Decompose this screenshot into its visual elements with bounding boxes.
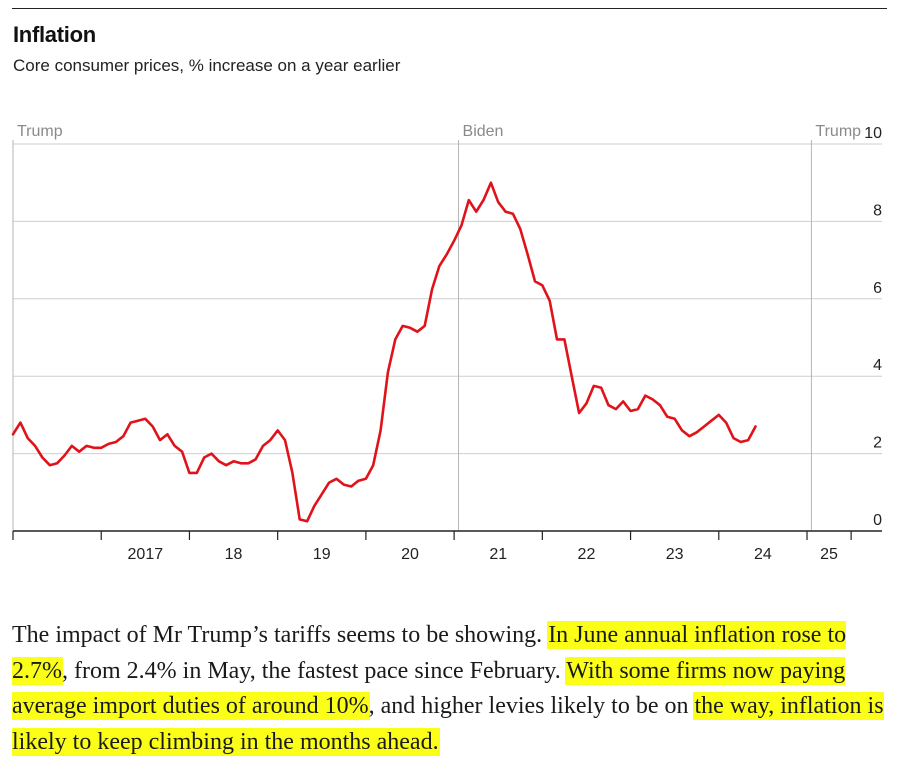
x-tick-label-2021: 21 — [489, 546, 507, 563]
x-tick-label-2019: 19 — [313, 546, 331, 563]
y-tick-label-0: 0 — [873, 512, 882, 529]
x-tick-label-2022: 22 — [578, 546, 596, 563]
article-text-2: , from 2.4% in May, the fastest pace sin… — [62, 657, 567, 684]
chart-subtitle: Core consumer prices, % increase on a ye… — [13, 56, 401, 75]
article-text-3: , and higher levies likely to be on — [368, 693, 695, 719]
x-tick-label-2020: 20 — [401, 546, 419, 563]
article-paragraph: The impact of Mr Trump’s tariffs seems t… — [12, 618, 902, 760]
series-line-0 — [11, 181, 757, 523]
term-label-trump-2: Trump — [815, 123, 861, 140]
y-tick-label-10: 10 — [864, 125, 882, 142]
x-tick-label-2018: 18 — [225, 546, 243, 563]
y-tick-label-2: 2 — [873, 435, 882, 452]
y-tick-label-6: 6 — [873, 280, 882, 297]
x-tick-label-2023: 23 — [666, 546, 684, 563]
y-tick-label-4: 4 — [873, 357, 882, 374]
top-rule — [12, 8, 887, 9]
x-tick-label-2017: 2017 — [128, 546, 164, 563]
term-label-trump-0: Trump — [17, 123, 63, 140]
article-text-1: The impact of Mr Trump’s tariffs seems t… — [12, 622, 549, 648]
x-tick-label-2024: 24 — [754, 546, 772, 563]
y-tick-label-8: 8 — [873, 202, 882, 219]
chart-title: Inflation — [13, 22, 96, 47]
x-tick-label-2025: 25 — [820, 546, 838, 563]
term-label-biden-1: Biden — [463, 123, 504, 140]
